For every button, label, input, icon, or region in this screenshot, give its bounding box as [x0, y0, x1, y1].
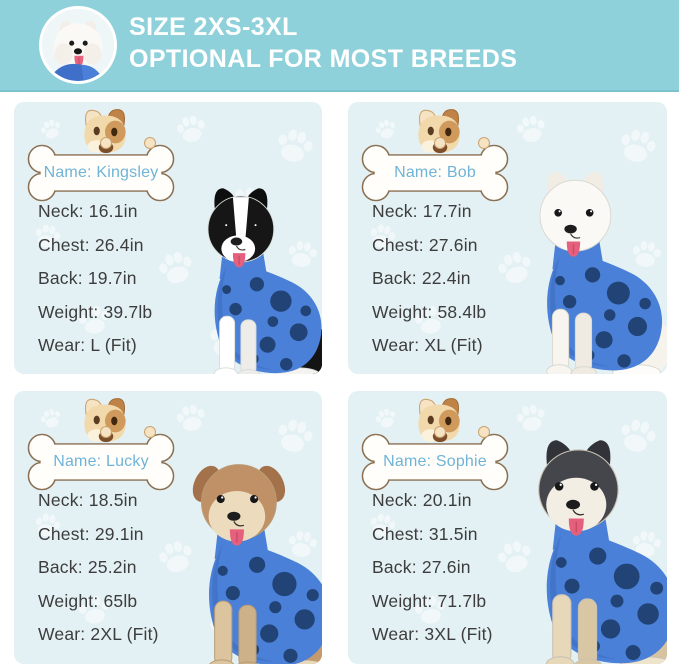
spec-line: Chest: 27.6in [372, 234, 478, 255]
bone-icon [361, 433, 509, 491]
spec-line: Back: 19.7in [38, 268, 137, 288]
size-card-1: Name: Kingsley Neck: 16.1in Chest: 26.4in… [14, 102, 322, 374]
puppy-paws-icon [432, 425, 492, 439]
spec-line: Neck: 16.1in [38, 201, 138, 221]
paw-print-icon [490, 244, 539, 293]
paw-print-icon [627, 236, 665, 274]
puppy-peek-icon [72, 393, 138, 451]
spec-line: Chest: 29.1in [38, 523, 144, 544]
size-card-4: Name: Sophie Neck: 20.1in Chest: 31.5in Ba… [348, 391, 667, 664]
paw-print-icon [30, 219, 66, 255]
puppy-peek-icon [406, 104, 472, 162]
paw-print-pattern [348, 391, 667, 664]
spec-line: Wear: 3XL (Fit) [372, 624, 493, 644]
paw-print-icon [35, 115, 66, 146]
avatar [39, 6, 117, 84]
name-bone-badge: Name: Sophie [360, 431, 510, 493]
spec-line: Neck: 18.5in [38, 490, 138, 510]
measurement-list: Neck: 16.1in Chest: 26.4in Back: 19.7in Wei… [38, 202, 152, 370]
bone-icon [27, 433, 175, 491]
samoyed-avatar-icon [42, 9, 114, 81]
paw-print-icon [364, 219, 400, 255]
title-line-1: SIZE 2XS-3XL [129, 13, 298, 41]
paw-print-icon [35, 404, 66, 435]
dog-name-label: Name: Sophie [383, 453, 487, 470]
dog-name-label: Name: Kingsley [43, 164, 159, 181]
name-bone-badge: Name: Kingsley [26, 142, 176, 204]
paw-print-icon [409, 300, 451, 342]
bone-icon [361, 144, 509, 202]
spec-line: Back: 22.4in [372, 268, 471, 288]
puppy-peek-icon [406, 393, 472, 451]
measurement-list: Neck: 17.7in Chest: 27.6in Back: 22.4in Wei… [372, 202, 486, 370]
dog-photo-alaskan-malamute [489, 436, 667, 664]
size-card-2: Name: Bob Neck: 17.7in Chest: 27.6in Back:… [348, 102, 667, 374]
puppy-paws-icon [432, 136, 492, 150]
spec-line: Wear: XL (Fit) [372, 335, 483, 355]
spec-line: Wear: 2XL (Fit) [38, 624, 159, 644]
spec-line: Weight: 39.7lb [38, 301, 153, 322]
paw-print-icon [409, 590, 451, 632]
dog-photo-border-collie [168, 184, 322, 374]
title-line-2: OPTIONAL FOR MOST BREEDS [129, 45, 518, 73]
paw-print-icon [511, 110, 551, 150]
spec-line: Neck: 17.7in [372, 201, 472, 221]
paw-print-icon [268, 411, 319, 462]
name-bone-badge: Name: Lucky [26, 431, 176, 493]
paw-print-icon [151, 534, 200, 583]
size-card-3: Name: Lucky Neck: 18.5in Chest: 29.1in Bac… [14, 391, 322, 664]
dog-name-label: Name: Lucky [53, 453, 149, 470]
spec-line: Wear: L (Fit) [38, 335, 137, 355]
paw-print-icon [511, 399, 551, 439]
measurement-list: Neck: 20.1in Chest: 31.5in Back: 27.6in Wei… [372, 491, 493, 659]
spec-line: Weight: 65lb [38, 590, 138, 611]
paw-print-icon [370, 115, 401, 146]
bone-icon [27, 144, 175, 202]
puppy-paws-icon [98, 425, 158, 439]
spec-line: Chest: 31.5in [372, 523, 478, 544]
spec-line: Weight: 71.7lb [372, 590, 487, 611]
paw-print-icon [171, 110, 211, 150]
measurement-list: Neck: 18.5in Chest: 29.1in Back: 25.2in Wei… [38, 491, 159, 659]
name-bone-badge: Name: Bob [360, 142, 510, 204]
paw-print-icon [490, 534, 539, 583]
paw-print-icon [73, 300, 115, 342]
paw-print-icon [151, 244, 200, 293]
paw-print-icon [171, 399, 211, 439]
paw-print-icon [364, 508, 400, 544]
spec-line: Back: 25.2in [38, 557, 137, 577]
paw-print-icon [268, 122, 319, 173]
paw-print-icon [73, 590, 115, 632]
puppy-paws-icon [98, 136, 158, 150]
paw-print-icon [283, 236, 321, 274]
dog-photo-tan-husky-mix [156, 446, 322, 664]
spec-line: Chest: 26.4in [38, 234, 144, 255]
paw-print-icon [283, 525, 321, 563]
paw-print-icon [611, 122, 662, 173]
paw-print-icon [30, 508, 66, 544]
spec-line: Back: 27.6in [372, 557, 471, 577]
spec-line: Weight: 58.4lb [372, 301, 487, 322]
paw-print-icon [370, 404, 401, 435]
spec-line: Neck: 20.1in [372, 490, 472, 510]
dog-photo-samoyed [497, 166, 667, 374]
dog-name-label: Name: Bob [394, 164, 476, 181]
paw-print-icon [627, 525, 665, 563]
header-band: SIZE 2XS-3XL OPTIONAL FOR MOST BREEDS [0, 0, 679, 92]
header-title: SIZE 2XS-3XL OPTIONAL FOR MOST BREEDS [129, 11, 517, 75]
paw-print-icon [611, 411, 662, 462]
